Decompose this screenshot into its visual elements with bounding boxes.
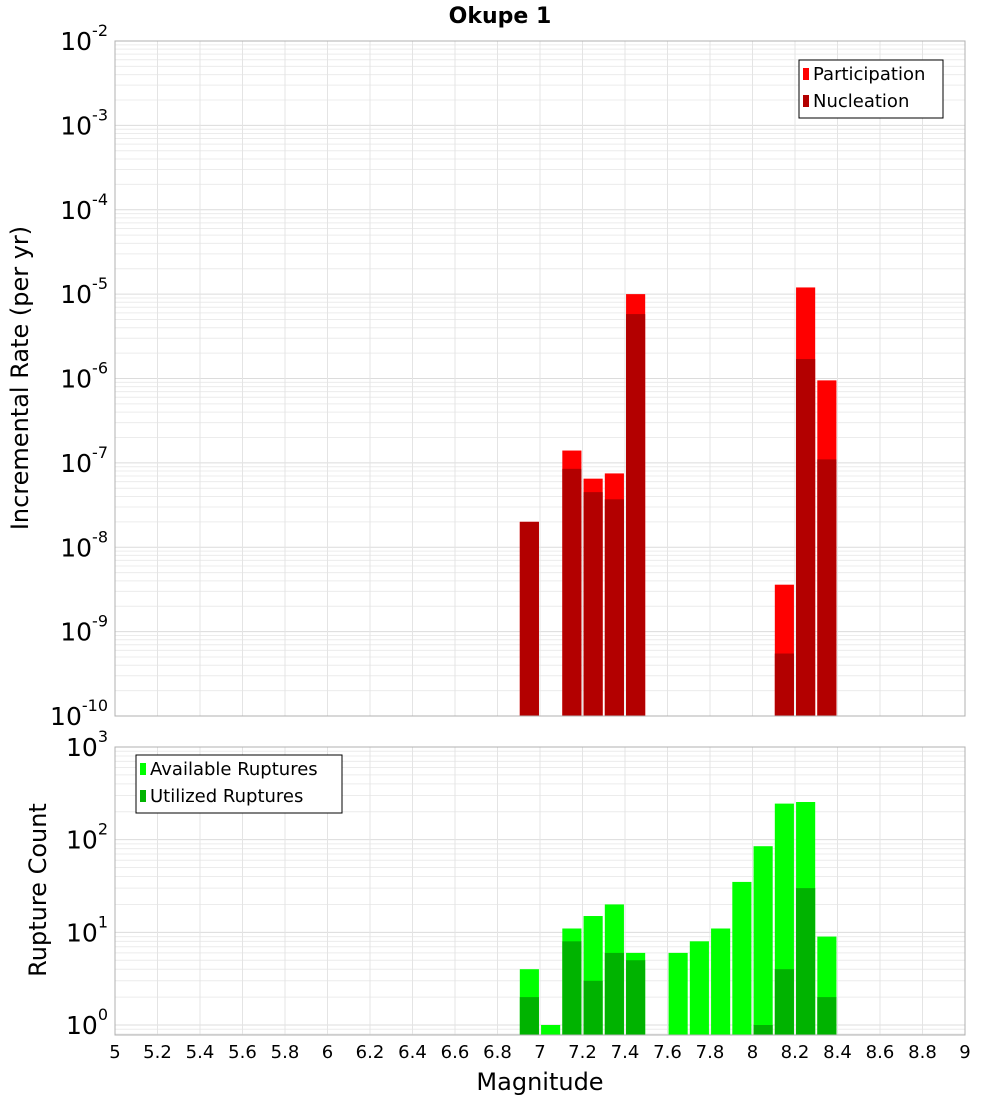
legend-box (135, 754, 343, 814)
nucleation-bar (774, 653, 794, 716)
x-axis-title: Magnitude (476, 1068, 603, 1096)
top-plot-grid (114, 40, 966, 717)
legend-swatch-nucleation (803, 95, 809, 107)
y-tick-label: 103 (66, 727, 108, 762)
y-tick-label: 10-6 (60, 359, 108, 394)
x-tick-label: 7.2 (568, 1042, 597, 1063)
y-tick-label: 102 (66, 820, 108, 855)
top-plot-bars (519, 287, 837, 716)
bottom-y-ticks: 100 101 102 103 (66, 727, 108, 1040)
top-plot-frame (114, 40, 966, 717)
top-plot-border (114, 40, 966, 717)
legend-swatch-available-ruptures (140, 763, 146, 775)
utilized-ruptures-bar (562, 941, 582, 1035)
y-tick-label: 10-9 (60, 612, 108, 647)
available-ruptures-bar (711, 928, 731, 1035)
nucleation-bar (562, 468, 582, 716)
x-tick-label: 6.2 (356, 1042, 385, 1063)
bottom-plot-bars (519, 801, 837, 1035)
y-tick-label: 101 (66, 912, 108, 947)
utilized-ruptures-bar (817, 997, 837, 1035)
nucleation-bar (796, 359, 816, 716)
x-tick-label: 6.4 (398, 1042, 427, 1063)
legend-swatch-participation (803, 68, 809, 80)
available-ruptures-bar (668, 952, 688, 1035)
y-tick-label: 10-3 (60, 105, 108, 140)
x-tick-label: 7.8 (696, 1042, 725, 1063)
x-tick-label: 7.4 (611, 1042, 640, 1063)
utilized-ruptures-bar (626, 960, 646, 1035)
y-tick-label: 100 (66, 1005, 108, 1040)
utilized-ruptures-bar (519, 997, 539, 1035)
nucleation-bar (817, 459, 837, 716)
x-tick-label: 6.6 (441, 1042, 470, 1063)
bottom-plot-frame (114, 746, 966, 1036)
x-tick-label: 7 (534, 1042, 545, 1063)
bottom-y-axis-title: Rupture Count (24, 803, 52, 977)
available-ruptures-bar (732, 881, 752, 1035)
x-tick-label: 9 (959, 1042, 970, 1063)
utilized-ruptures-bar (583, 980, 603, 1035)
y-tick-label: 10-7 (60, 443, 108, 478)
nucleation-bar (583, 492, 603, 716)
top-y-axis-title: Incremental Rate (per yr) (6, 226, 34, 530)
legend-swatch-utilized-ruptures (140, 790, 146, 802)
legend-label-available-ruptures: Available Ruptures (150, 759, 318, 780)
legend-label-utilized-ruptures: Utilized Ruptures (150, 786, 303, 807)
available-ruptures-bar (541, 1025, 561, 1035)
y-tick-label: 10-2 (60, 21, 108, 56)
nucleation-bar (626, 314, 646, 716)
x-tick-label: 5.4 (186, 1042, 215, 1063)
x-tick-label: 8.8 (908, 1042, 937, 1063)
utilized-ruptures-bar (604, 952, 624, 1035)
bottom-legend: Available Ruptures Utilized Ruptures (135, 754, 343, 814)
nucleation-bar (519, 521, 539, 716)
x-tick-label: 5.2 (143, 1042, 172, 1063)
x-tick-label: 8.2 (781, 1042, 810, 1063)
x-tick-label: 5.8 (271, 1042, 300, 1063)
x-tick-label: 5 (109, 1042, 120, 1063)
y-tick-label: 10-8 (60, 527, 108, 562)
y-tick-label: 10-4 (60, 190, 108, 225)
x-tick-label: 8 (747, 1042, 758, 1063)
x-tick-label: 8.4 (823, 1042, 852, 1063)
available-ruptures-bar (689, 941, 709, 1035)
x-tick-label: 6 (322, 1042, 333, 1063)
x-ticks: 5 5.2 5.4 5.6 5.8 6 6.2 6.4 6.6 6.8 7 7.2 7.4 7.6 7.8 8… (109, 1042, 970, 1063)
top-y-ticks: 10-10 10-9 10-8 10-7 10-6 10-5 10-4 10-3 10-2 (50, 21, 108, 731)
top-legend: Participation Nucleation (798, 59, 944, 119)
y-tick-label: 10-5 (60, 274, 108, 309)
legend-label-participation: Participation (813, 64, 925, 85)
x-tick-label: 7.6 (653, 1042, 682, 1063)
legend-box (798, 59, 944, 119)
utilized-ruptures-bar (753, 1025, 773, 1035)
y-tick-label: 10-10 (50, 696, 108, 731)
x-tick-label: 6.8 (483, 1042, 512, 1063)
legend-label-nucleation: Nucleation (813, 91, 909, 112)
utilized-ruptures-bar (774, 969, 794, 1035)
nucleation-bar (604, 499, 624, 716)
x-tick-label: 8.6 (866, 1042, 895, 1063)
utilized-ruptures-bar (796, 888, 816, 1035)
bottom-plot-border (114, 746, 966, 1036)
x-tick-label: 5.6 (228, 1042, 257, 1063)
available-ruptures-bar (753, 846, 773, 1035)
chart-title: Okupe 1 (449, 4, 552, 29)
